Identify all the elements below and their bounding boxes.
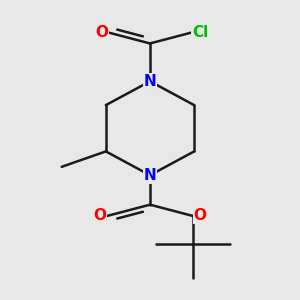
- Text: N: N: [144, 74, 156, 89]
- Text: O: O: [93, 208, 106, 224]
- Text: O: O: [194, 208, 207, 224]
- Text: O: O: [95, 25, 108, 40]
- Text: Cl: Cl: [192, 25, 208, 40]
- Text: N: N: [144, 168, 156, 183]
